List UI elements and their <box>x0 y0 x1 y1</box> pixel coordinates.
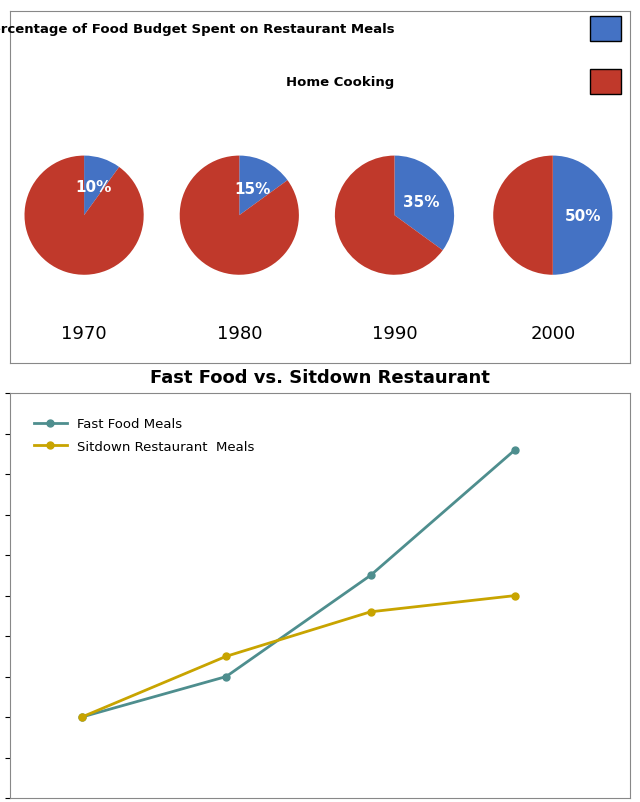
Text: 2000: 2000 <box>530 325 575 342</box>
Sitdown Restaurant  Meals <box>367 607 374 617</box>
FancyBboxPatch shape <box>590 70 621 95</box>
Sitdown Restaurant  Meals <box>511 591 519 601</box>
Legend: Fast Food Meals, Sitdown Restaurant  Meals: Fast Food Meals, Sitdown Restaurant Meal… <box>29 412 260 458</box>
Text: 1970: 1970 <box>61 325 107 342</box>
Fast Food Meals <box>78 712 86 722</box>
Text: 1980: 1980 <box>216 325 262 342</box>
Fast Food Meals <box>222 672 230 682</box>
Text: 1990: 1990 <box>372 325 417 342</box>
FancyBboxPatch shape <box>590 18 621 42</box>
Sitdown Restaurant  Meals <box>222 652 230 662</box>
Fast Food Meals <box>511 446 519 456</box>
Fast Food Meals <box>367 571 374 581</box>
Line: Fast Food Meals: Fast Food Meals <box>78 447 518 721</box>
Text: Percentage of Food Budget Spent on Restaurant Meals: Percentage of Food Budget Spent on Resta… <box>0 23 394 36</box>
Sitdown Restaurant  Meals <box>78 712 86 722</box>
Line: Sitdown Restaurant  Meals: Sitdown Restaurant Meals <box>78 593 518 721</box>
Title: Fast Food vs. Sitdown Restaurant: Fast Food vs. Sitdown Restaurant <box>150 369 490 387</box>
Text: Home Cooking: Home Cooking <box>286 76 394 89</box>
